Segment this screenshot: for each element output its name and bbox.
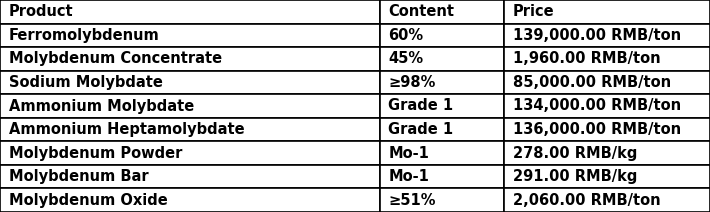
Bar bbox=[504, 47, 710, 71]
Text: Grade 1: Grade 1 bbox=[388, 122, 454, 137]
Text: 1,960.00 RMB/ton: 1,960.00 RMB/ton bbox=[513, 51, 660, 66]
Bar bbox=[0, 118, 380, 141]
Bar bbox=[380, 118, 504, 141]
Bar bbox=[380, 94, 504, 118]
Text: Molybdenum Oxide: Molybdenum Oxide bbox=[9, 193, 168, 208]
Text: 45%: 45% bbox=[388, 51, 423, 66]
Text: ≥98%: ≥98% bbox=[388, 75, 436, 90]
Bar bbox=[0, 47, 380, 71]
Bar bbox=[504, 165, 710, 188]
Bar bbox=[380, 24, 504, 47]
Bar bbox=[0, 94, 380, 118]
Bar bbox=[380, 141, 504, 165]
Text: Ammonium Heptamolybdate: Ammonium Heptamolybdate bbox=[9, 122, 244, 137]
Text: Sodium Molybdate: Sodium Molybdate bbox=[9, 75, 163, 90]
Bar bbox=[504, 141, 710, 165]
Text: Molybdenum Concentrate: Molybdenum Concentrate bbox=[9, 51, 222, 66]
Bar bbox=[380, 188, 504, 212]
Text: Ammonium Molybdate: Ammonium Molybdate bbox=[9, 99, 194, 113]
Text: 2,060.00 RMB/ton: 2,060.00 RMB/ton bbox=[513, 193, 660, 208]
Bar bbox=[504, 0, 710, 24]
Text: 139,000.00 RMB/ton: 139,000.00 RMB/ton bbox=[513, 28, 681, 43]
Bar bbox=[380, 165, 504, 188]
Text: Price: Price bbox=[513, 4, 555, 19]
Bar bbox=[0, 71, 380, 94]
Text: Mo-1: Mo-1 bbox=[388, 146, 430, 161]
Text: 278.00 RMB/kg: 278.00 RMB/kg bbox=[513, 146, 637, 161]
Bar bbox=[504, 188, 710, 212]
Bar bbox=[0, 188, 380, 212]
Bar bbox=[380, 71, 504, 94]
Text: 134,000.00 RMB/ton: 134,000.00 RMB/ton bbox=[513, 99, 681, 113]
Text: 136,000.00 RMB/ton: 136,000.00 RMB/ton bbox=[513, 122, 681, 137]
Text: Grade 1: Grade 1 bbox=[388, 99, 454, 113]
Text: Ferromolybdenum: Ferromolybdenum bbox=[9, 28, 159, 43]
Bar bbox=[380, 47, 504, 71]
Text: Product: Product bbox=[9, 4, 73, 19]
Text: 60%: 60% bbox=[388, 28, 423, 43]
Bar bbox=[0, 165, 380, 188]
Bar bbox=[504, 71, 710, 94]
Bar bbox=[0, 0, 380, 24]
Bar bbox=[504, 94, 710, 118]
Text: Molybdenum Bar: Molybdenum Bar bbox=[9, 169, 148, 184]
Bar bbox=[504, 118, 710, 141]
Text: Mo-1: Mo-1 bbox=[388, 169, 430, 184]
Text: Content: Content bbox=[388, 4, 454, 19]
Bar bbox=[0, 24, 380, 47]
Text: 291.00 RMB/kg: 291.00 RMB/kg bbox=[513, 169, 637, 184]
Text: ≥51%: ≥51% bbox=[388, 193, 436, 208]
Text: Molybdenum Powder: Molybdenum Powder bbox=[9, 146, 182, 161]
Bar bbox=[380, 0, 504, 24]
Bar bbox=[0, 141, 380, 165]
Bar bbox=[504, 24, 710, 47]
Text: 85,000.00 RMB/ton: 85,000.00 RMB/ton bbox=[513, 75, 671, 90]
